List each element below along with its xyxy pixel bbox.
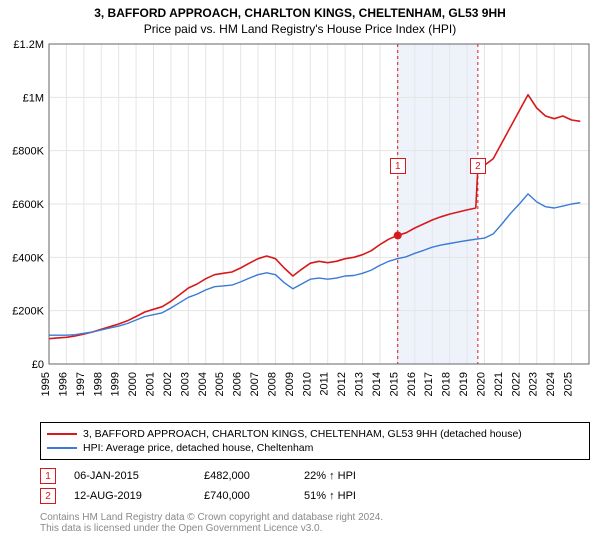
sale-marker-1: 1 [390,158,406,174]
svg-text:2001: 2001 [145,372,157,396]
chart-title-line2: Price paid vs. HM Land Registry's House … [0,20,600,38]
svg-text:2023: 2023 [528,372,540,396]
svg-text:£600K: £600K [12,199,44,211]
svg-text:£200K: £200K [12,306,44,318]
svg-text:2017: 2017 [423,372,435,396]
legend: 3, BAFFORD APPROACH, CHARLTON KINGS, CHE… [40,422,590,460]
svg-text:£1M: £1M [23,92,44,104]
svg-text:2025: 2025 [563,372,575,396]
chart-svg: £0 £200K £400K £600K £800K £1M £1.2M 1995 1996 19… [5,38,595,418]
legend-row-price_paid: 3, BAFFORD APPROACH, CHARLTON KINGS, CHE… [47,427,583,441]
footer: Contains HM Land Registry data © Crown c… [40,512,590,534]
svg-text:2012: 2012 [336,372,348,396]
svg-text:1995: 1995 [40,372,52,396]
svg-text:1999: 1999 [110,372,122,396]
sale-delta: 51% ↑ HPI [304,490,424,502]
svg-text:1996: 1996 [57,372,69,396]
svg-text:2021: 2021 [493,372,505,396]
svg-text:1998: 1998 [92,372,104,396]
svg-text:2019: 2019 [458,372,470,396]
chart-title-line1: 3, BAFFORD APPROACH, CHARLTON KINGS, CHE… [0,0,600,20]
svg-text:2020: 2020 [475,372,487,396]
svg-text:2003: 2003 [179,372,191,396]
svg-text:2007: 2007 [249,372,261,396]
sales-table: 1 06-JAN-2015£482,00022% ↑ HPI 2 12-AUG-201… [40,466,590,506]
svg-text:2008: 2008 [266,372,278,396]
sale-row-1: 1 06-JAN-2015£482,00022% ↑ HPI [40,466,590,486]
svg-text:2022: 2022 [510,372,522,396]
legend-label: 3, BAFFORD APPROACH, CHARLTON KINGS, CHE… [83,428,522,440]
svg-text:2004: 2004 [197,372,209,396]
sale-row-2: 2 12-AUG-2019£740,00051% ↑ HPI [40,486,590,506]
sale-date: 12-AUG-2019 [74,490,204,502]
sale-delta: 22% ↑ HPI [304,470,424,482]
svg-text:2015: 2015 [388,372,400,396]
svg-text:2000: 2000 [127,372,139,396]
legend-swatch [47,433,77,435]
svg-text:2009: 2009 [284,372,296,396]
svg-text:2016: 2016 [406,372,418,396]
footer-line2: This data is licensed under the Open Gov… [40,523,590,534]
svg-text:£800K: £800K [12,146,44,158]
svg-text:2002: 2002 [162,372,174,396]
sale-marker-box: 2 [40,488,56,504]
chart-area: £0 £200K £400K £600K £800K £1M £1.2M 1995 1996 19… [5,38,595,418]
svg-text:1997: 1997 [75,372,87,396]
svg-text:2024: 2024 [545,372,557,396]
sale-marker-2: 2 [470,158,486,174]
svg-text:2018: 2018 [441,372,453,396]
footer-line1: Contains HM Land Registry data © Crown c… [40,512,590,523]
svg-text:2006: 2006 [232,372,244,396]
svg-text:£1.2M: £1.2M [13,39,44,51]
legend-row-hpi: HPI: Average price, detached house, Chel… [47,441,583,455]
svg-text:2013: 2013 [354,372,366,396]
sale-date: 06-JAN-2015 [74,470,204,482]
svg-text:2011: 2011 [319,372,331,396]
svg-text:£400K: £400K [12,252,44,264]
sale-price: £740,000 [204,490,304,502]
sale-marker-box: 1 [40,468,56,484]
legend-label: HPI: Average price, detached house, Chel… [83,442,313,454]
sale-price: £482,000 [204,470,304,482]
svg-text:2014: 2014 [371,372,383,396]
legend-swatch [47,447,77,449]
svg-text:2005: 2005 [214,372,226,396]
svg-text:£0: £0 [32,359,44,371]
svg-text:2010: 2010 [301,372,313,396]
